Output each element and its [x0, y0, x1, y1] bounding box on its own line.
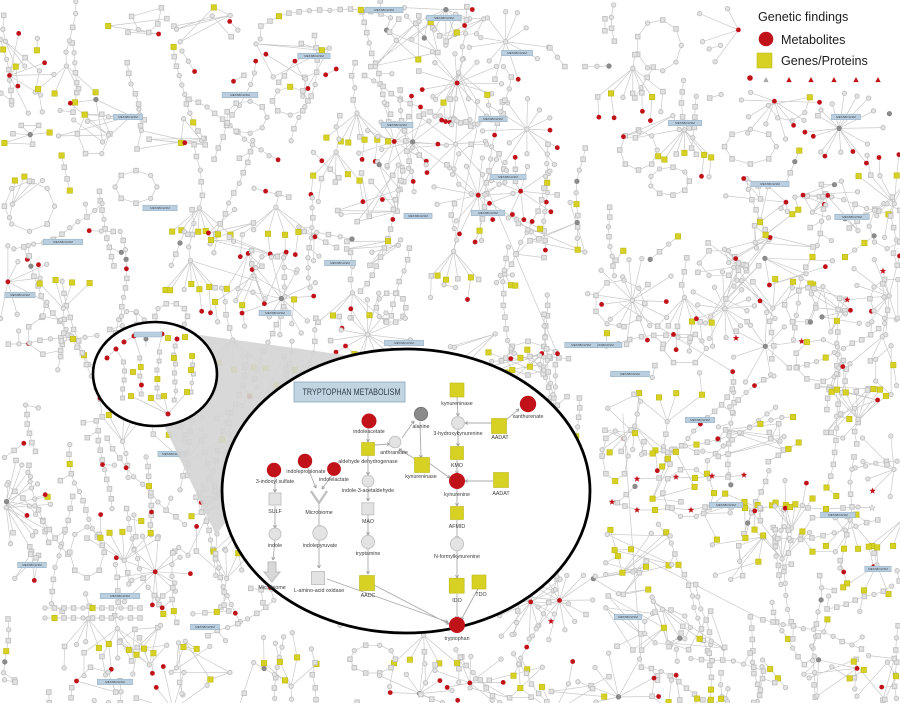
- svg-text:AADAT: AADAT: [491, 435, 509, 441]
- svg-text:METABOLISM: METABOLISM: [675, 121, 695, 125]
- svg-text:METABOLISM: METABOLISM: [434, 16, 454, 20]
- svg-text:METABOLISM: METABOLISM: [828, 513, 848, 517]
- svg-text:METABOLISM: METABOLISM: [195, 625, 215, 629]
- svg-text:anthranilate: anthranilate: [380, 450, 408, 456]
- svg-text:indolepropionate: indolepropionate: [286, 469, 325, 475]
- svg-text:xanthurenate: xanthurenate: [513, 414, 544, 420]
- svg-text:TDO: TDO: [475, 592, 486, 598]
- svg-text:METABOLISM: METABOLISM: [478, 211, 498, 215]
- svg-text:Microbiome: Microbiome: [305, 510, 332, 516]
- svg-text:METABOLISM: METABOLISM: [118, 115, 138, 119]
- svg-text:tryptamine: tryptamine: [356, 551, 381, 557]
- svg-text:kynureninase: kynureninase: [405, 474, 437, 480]
- svg-text:Genetic findings: Genetic findings: [758, 10, 848, 24]
- svg-text:kynurenine: kynurenine: [444, 492, 470, 498]
- svg-text:alanine: alanine: [412, 424, 429, 430]
- svg-text:MAO: MAO: [362, 519, 374, 525]
- svg-text:AADC: AADC: [361, 593, 376, 599]
- svg-text:IDO: IDO: [452, 598, 461, 604]
- svg-text:METABOLISM: METABOLISM: [150, 206, 170, 210]
- svg-text:METABOLISM: METABOLISM: [483, 117, 503, 121]
- svg-text:Metabolites: Metabolites: [781, 33, 845, 47]
- svg-text:indolepyruvate: indolepyruvate: [303, 543, 338, 549]
- svg-text:AFMID: AFMID: [449, 524, 466, 530]
- svg-text:tryptophan: tryptophan: [444, 636, 469, 642]
- svg-text:METABOLISM: METABOLISM: [330, 261, 350, 265]
- svg-text:METABOLISM: METABOLISM: [620, 372, 640, 376]
- svg-text:3-hydroxykynurenine: 3-hydroxykynurenine: [433, 431, 482, 437]
- svg-text:METABOLISM: METABOLISM: [304, 54, 324, 58]
- svg-text:METABOLISM: METABOLISM: [571, 343, 591, 347]
- svg-text:SULF: SULF: [268, 509, 282, 515]
- svg-text:METABOLISM: METABOLISM: [394, 341, 414, 345]
- svg-text:METABOLISM: METABOLISM: [110, 594, 130, 598]
- svg-text:N-formylkynurenine: N-formylkynurenine: [434, 554, 480, 560]
- svg-text:METABOLISM: METABOLISM: [690, 418, 710, 422]
- svg-text:KMO: KMO: [451, 463, 463, 469]
- svg-text:3-indoxyl sulfate: 3-indoxyl sulfate: [256, 479, 294, 485]
- svg-text:METABOLISM: METABOLISM: [265, 311, 285, 315]
- svg-text:METABOLISM: METABOLISM: [408, 214, 428, 218]
- svg-text:METABOLISM: METABOLISM: [10, 293, 30, 297]
- svg-text:METABOLISM: METABOLISM: [230, 93, 250, 97]
- svg-text:indolelactate: indolelactate: [319, 477, 349, 483]
- svg-text:METABOLISM: METABOLISM: [716, 503, 736, 507]
- svg-text:kynureninase: kynureninase: [441, 401, 473, 407]
- svg-text:indole: indole: [268, 543, 282, 549]
- svg-text:indoleacetate: indoleacetate: [353, 429, 385, 435]
- svg-text:METABOLISM: METABOLISM: [498, 175, 518, 179]
- svg-text:METABOLISM: METABOLISM: [618, 615, 638, 619]
- svg-text:METABOLISM: METABOLISM: [836, 115, 856, 119]
- svg-text:METABOLISM: METABOLISM: [105, 680, 125, 684]
- svg-text:aldehyde dehydrogenase: aldehyde dehydrogenase: [338, 459, 398, 465]
- svg-text:Genes/Proteins: Genes/Proteins: [781, 54, 868, 68]
- svg-text:METABOLISM: METABOLISM: [507, 51, 527, 55]
- svg-text:METABOLISM: METABOLISM: [374, 8, 394, 12]
- svg-text:Microbiome: Microbiome: [258, 585, 285, 591]
- svg-text:TRYPTOPHAN METABOLISM: TRYPTOPHAN METABOLISM: [303, 387, 401, 398]
- svg-text:METABOLISM: METABOLISM: [868, 567, 888, 571]
- svg-text:METABOLISM: METABOLISM: [387, 123, 407, 127]
- svg-text:METABOLISM: METABOLISM: [53, 240, 73, 244]
- svg-text:AADAT: AADAT: [492, 491, 510, 497]
- svg-text:L-amino-acid oxidase: L-amino-acid oxidase: [294, 588, 344, 594]
- svg-text:METABOLISM: METABOLISM: [22, 563, 42, 567]
- svg-text:indole-3-acetaldehyde: indole-3-acetaldehyde: [342, 488, 394, 494]
- svg-text:METABOLISM: METABOLISM: [842, 215, 862, 219]
- svg-text:METABOLISM: METABOLISM: [760, 182, 780, 186]
